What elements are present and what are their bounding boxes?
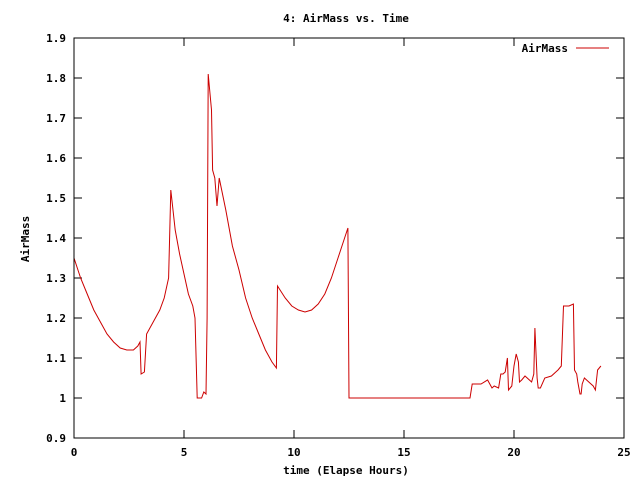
y-tick-label: 0.9 [46,432,66,445]
x-tick-label: 25 [617,446,630,459]
x-tick-label: 15 [397,446,410,459]
y-tick-label: 1.9 [46,32,66,45]
y-tick-label: 1.4 [46,232,66,245]
y-tick-label: 1.8 [46,72,66,85]
y-tick-label: 1 [59,392,66,405]
y-tick-label: 1.2 [46,312,66,325]
plot-frame [73,37,625,439]
y-tick-label: 1.5 [46,192,66,205]
y-axis-label: AirMass [19,216,32,262]
x-tick-label: 5 [181,446,188,459]
x-tick-label: 10 [287,446,300,459]
x-tick-label: 0 [71,446,78,459]
legend-label-airmass: AirMass [522,42,568,55]
y-tick-label: 1.7 [46,112,66,125]
airmass-series-line [73,73,602,399]
x-axis-label: time (Elapse Hours) [283,464,409,477]
x-tick-label: 20 [507,446,520,459]
chart-title: 4: AirMass vs. Time [283,12,409,25]
y-tick-label: 1.3 [46,272,66,285]
y-tick-label: 1.6 [46,152,66,165]
y-axis-label-group: AirMass [19,216,32,262]
tick-labels: 0 5 10 15 20 25 0.9 1 1.1 1.2 1.3 1.4 1.5 1.6 1.7 1.8 1.… [46,32,631,459]
y-tick-label: 1.1 [46,352,66,365]
legend: AirMass [522,42,609,55]
